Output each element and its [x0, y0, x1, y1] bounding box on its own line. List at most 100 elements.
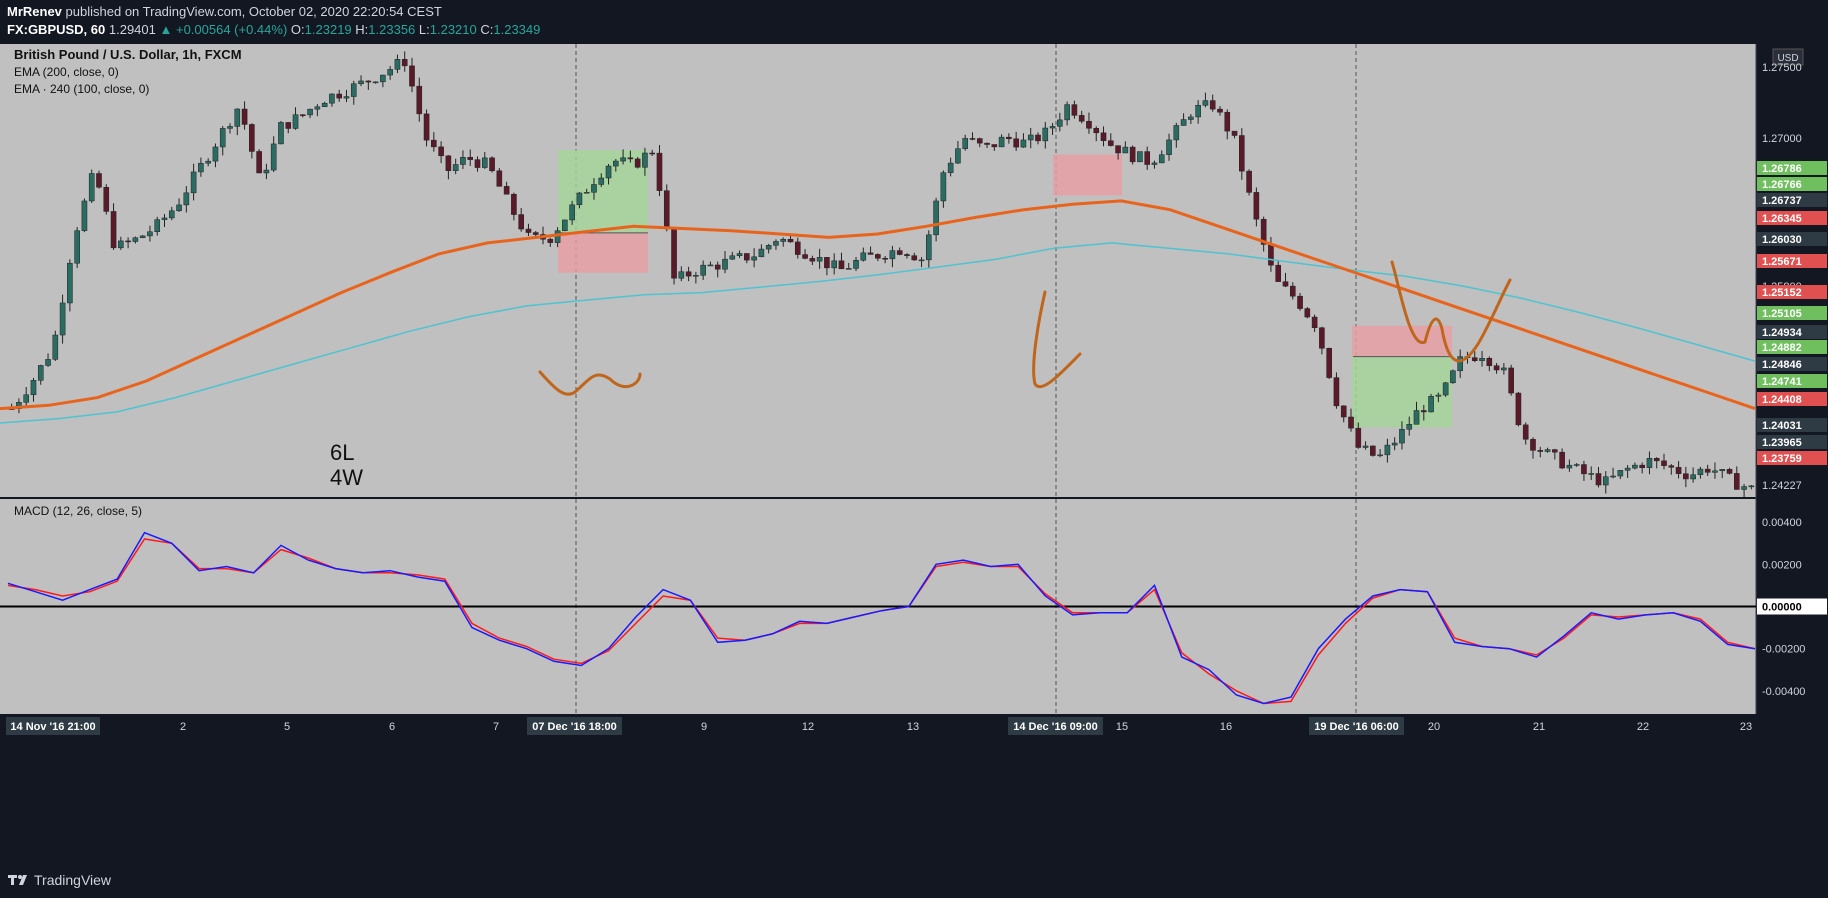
price-label-green[interactable]	[1757, 306, 1827, 320]
candle-body[interactable]	[234, 108, 241, 127]
candle-body[interactable]	[496, 170, 503, 187]
candle-body[interactable]	[154, 219, 161, 232]
candle-body[interactable]	[118, 240, 124, 249]
candle-body[interactable]	[481, 157, 488, 168]
ema-200-line[interactable]	[0, 199, 1756, 411]
candle-body[interactable]	[1552, 449, 1558, 453]
candle-body[interactable]	[896, 250, 903, 255]
candle-body[interactable]	[1129, 146, 1136, 163]
candle-body[interactable]	[409, 65, 415, 87]
candle-body[interactable]	[1486, 357, 1493, 366]
candle-body[interactable]	[802, 254, 808, 259]
candle-body[interactable]	[1573, 464, 1580, 466]
candle-body[interactable]	[1588, 473, 1595, 475]
candle-body[interactable]	[518, 214, 524, 230]
tradingview-logo[interactable]: TradingView	[8, 872, 111, 888]
candle-body[interactable]	[1748, 485, 1755, 488]
candle-body[interactable]	[547, 238, 554, 243]
candle-body[interactable]	[1122, 146, 1129, 154]
candle-body[interactable]	[1107, 140, 1114, 146]
candle-body[interactable]	[1340, 405, 1347, 418]
candle-body[interactable]	[503, 186, 510, 195]
candle-body[interactable]	[1282, 281, 1289, 287]
candle-body[interactable]	[1319, 327, 1325, 349]
candle-body[interactable]	[1384, 444, 1391, 456]
candle-body[interactable]	[1450, 370, 1456, 384]
candle-body[interactable]	[1326, 348, 1332, 378]
candle-body[interactable]	[1391, 442, 1398, 446]
candle-body[interactable]	[598, 177, 605, 185]
candle-body[interactable]	[1355, 427, 1362, 448]
candle-body[interactable]	[256, 151, 262, 174]
price-label-red[interactable]	[1757, 254, 1827, 268]
candle-body[interactable]	[307, 108, 313, 116]
candle-body[interactable]	[1304, 308, 1311, 318]
candle-body[interactable]	[365, 80, 372, 83]
candle-body[interactable]	[147, 231, 153, 237]
candle-body[interactable]	[1006, 136, 1012, 140]
price-label-red[interactable]	[1757, 285, 1827, 299]
candle-body[interactable]	[1712, 470, 1718, 473]
candle-body[interactable]	[605, 165, 612, 179]
candle-body[interactable]	[1362, 445, 1369, 448]
candle-body[interactable]	[1413, 410, 1420, 425]
candle-body[interactable]	[1377, 454, 1383, 457]
candle-body[interactable]	[780, 239, 787, 242]
candle-body[interactable]	[438, 146, 444, 157]
candle-body[interactable]	[1064, 104, 1070, 121]
candle-body[interactable]	[401, 59, 408, 67]
candle-body[interactable]	[816, 257, 823, 262]
candle-body[interactable]	[1027, 134, 1034, 141]
candle-body[interactable]	[1581, 464, 1587, 475]
candle-body[interactable]	[1348, 416, 1354, 429]
candle-body[interactable]	[96, 173, 102, 188]
macd-line[interactable]	[7, 531, 1756, 705]
candle-body[interactable]	[1217, 108, 1223, 113]
candle-body[interactable]	[1668, 465, 1675, 468]
candle-body[interactable]	[1370, 445, 1376, 456]
candle-body[interactable]	[1035, 134, 1041, 142]
candle-body[interactable]	[52, 334, 59, 360]
candle-body[interactable]	[838, 260, 845, 270]
candle-body[interactable]	[212, 146, 219, 162]
candle-body[interactable]	[1224, 111, 1231, 132]
candle-body[interactable]	[562, 219, 568, 231]
time-marker-badge[interactable]	[6, 717, 100, 735]
candle-body[interactable]	[904, 254, 910, 256]
time-marker-badge[interactable]	[1309, 717, 1404, 735]
candle-body[interactable]	[59, 302, 66, 336]
candle-body[interactable]	[132, 237, 139, 242]
candle-body[interactable]	[445, 155, 452, 171]
candle-body[interactable]	[1013, 138, 1019, 148]
candle-body[interactable]	[1158, 154, 1165, 164]
candle-body[interactable]	[350, 83, 357, 97]
candle-body[interactable]	[103, 187, 110, 212]
candle-body[interactable]	[627, 157, 634, 160]
candle-body[interactable]	[1180, 119, 1187, 126]
candle-body[interactable]	[1202, 100, 1209, 106]
candle-body[interactable]	[1501, 367, 1507, 371]
candle-body[interactable]	[1421, 410, 1427, 413]
freehand-drawing[interactable]	[1390, 260, 1512, 363]
price-label-dark[interactable]	[1757, 325, 1827, 339]
candle-body[interactable]	[161, 217, 168, 220]
candle-body[interactable]	[751, 256, 757, 261]
position-zone-green[interactable]	[558, 150, 648, 233]
candle-body[interactable]	[685, 271, 692, 277]
candle-body[interactable]	[962, 138, 969, 149]
candle-body[interactable]	[1471, 357, 1478, 361]
candle-body[interactable]	[634, 158, 641, 168]
price-label-dark[interactable]	[1757, 193, 1827, 207]
candle-body[interactable]	[431, 139, 437, 148]
candle-body[interactable]	[569, 204, 575, 221]
candle-body[interactable]	[1734, 473, 1740, 490]
candle-body[interactable]	[460, 157, 466, 165]
candle-body[interactable]	[1093, 128, 1100, 134]
price-label-green[interactable]	[1757, 177, 1827, 191]
candle-body[interactable]	[933, 200, 939, 236]
candle-body[interactable]	[693, 275, 699, 277]
candle-body[interactable]	[394, 59, 401, 70]
freehand-drawing[interactable]	[1032, 290, 1082, 389]
candle-body[interactable]	[998, 136, 1005, 148]
candle-body[interactable]	[67, 262, 73, 304]
